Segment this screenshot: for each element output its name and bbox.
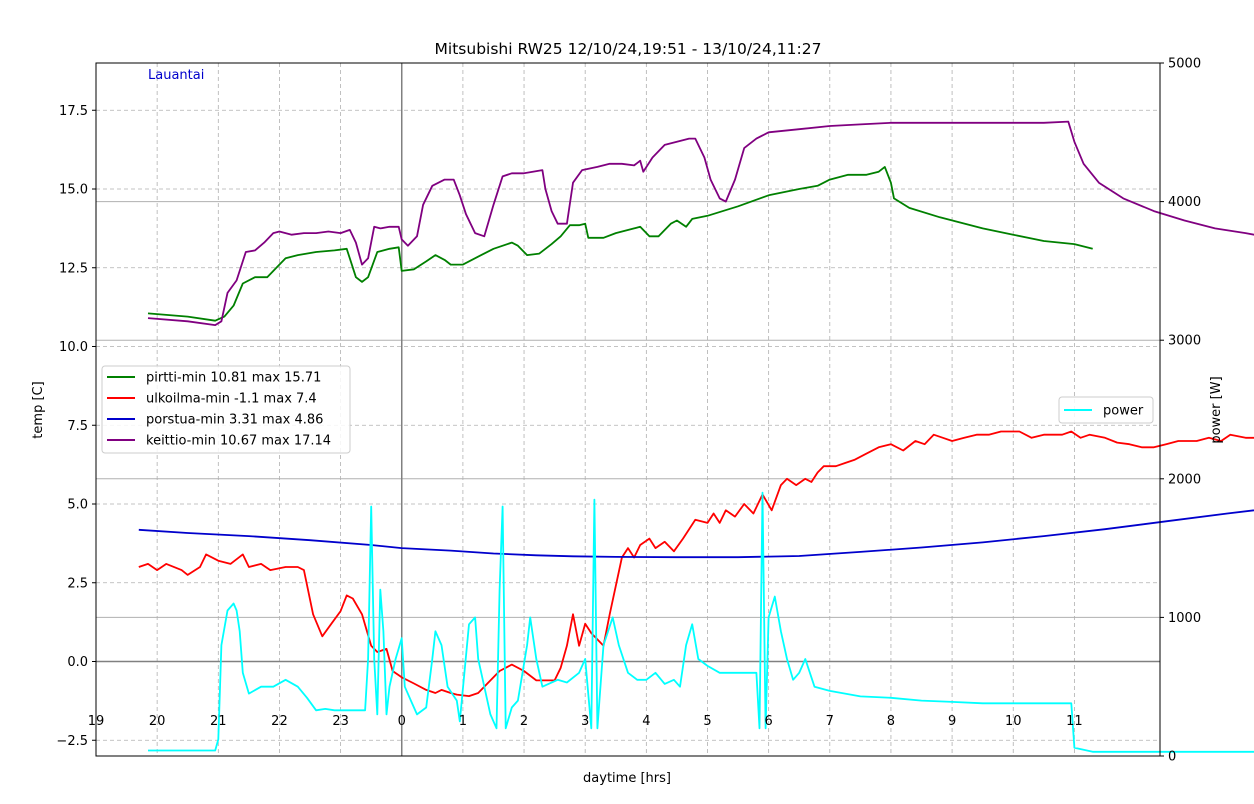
- y-tick-label-right: 5000: [1168, 57, 1201, 72]
- x-tick-label: 20: [149, 714, 166, 729]
- series-line-3: [147, 120, 1254, 327]
- x-tick-label: 6: [765, 714, 773, 729]
- legend-label: ulkoilma-min -1.1 max 7.4: [146, 392, 317, 407]
- legend-main-entries: pirtti-min 10.81 max 15.71 ulkoilma-min -…: [107, 371, 331, 449]
- y-tick-label-right: 4000: [1168, 195, 1201, 210]
- x-tick-label: 21: [210, 714, 227, 729]
- x-tick-label: 11: [1066, 714, 1083, 729]
- legend-label-power: power: [1103, 404, 1144, 419]
- x-tick-label: 22: [271, 714, 288, 729]
- legend-power: power: [1058, 396, 1154, 424]
- series-line-2: [138, 509, 1254, 559]
- legend-label: porstua-min 3.31 max 4.86: [146, 413, 323, 428]
- x-tick-label: 19: [88, 714, 105, 729]
- y-tick-label: 0.0: [67, 655, 88, 670]
- y-tick-label: 15.0: [59, 183, 88, 198]
- legend-power-frame: [1058, 396, 1154, 424]
- y-tick-label-right: 3000: [1168, 334, 1201, 349]
- y-tick-label: 17.5: [59, 104, 88, 119]
- y-tick-label: 10.0: [59, 340, 88, 355]
- x-tick-label: 5: [703, 714, 711, 729]
- series-line-4: [148, 491, 1254, 753]
- series-line-0: [147, 165, 1093, 322]
- y-axis-label: temp [C]: [31, 381, 46, 438]
- legend-main-frame: [101, 365, 351, 454]
- y-tick-label: 5.0: [67, 498, 88, 513]
- day-annotation: Lauantai: [148, 68, 204, 83]
- legend-power-entry: power: [1064, 404, 1144, 419]
- y-tick-label-right: 1000: [1168, 611, 1201, 626]
- x-tick-label: 1: [459, 714, 467, 729]
- x-tick-label: 8: [887, 714, 895, 729]
- x-tick-label: 2: [520, 714, 528, 729]
- grid-layer: [96, 63, 1160, 756]
- y-tick-label: 2.5: [67, 576, 88, 591]
- chart-title: Mitsubishi RW25 12/10/24,19:51 - 13/10/2…: [435, 40, 822, 58]
- x-axis-label: daytime [hrs]: [583, 771, 671, 786]
- plot-frame: [95, 62, 1161, 757]
- x-tick-label: 4: [642, 714, 650, 729]
- tick-layer: 19 20 21 22 23 0 1 2 3 4 5 6 7 8 9 10 11−2.50.02.55.07.5…: [56, 57, 1201, 765]
- y-tick-label-right: 0: [1168, 750, 1176, 765]
- x-tick-label: 10: [1005, 714, 1022, 729]
- x-tick-label: 3: [581, 714, 589, 729]
- x-tick-label: 0: [398, 714, 406, 729]
- x-tick-label: 7: [826, 714, 834, 729]
- x-tick-label: 23: [332, 714, 349, 729]
- y-tick-label-right: 2000: [1168, 472, 1201, 487]
- legend-label: keittio-min 10.67 max 17.14: [146, 434, 331, 449]
- y-tick-label: 7.5: [67, 419, 88, 434]
- y-tick-label: 12.5: [59, 261, 88, 276]
- series-line-1: [138, 430, 1254, 697]
- legend-label: pirtti-min 10.81 max 15.71: [146, 371, 321, 386]
- y-tick-label: −2.5: [56, 734, 88, 749]
- y-axis-label-right: power [W]: [1209, 376, 1224, 443]
- x-tick-label: 9: [948, 714, 956, 729]
- series-layer: [138, 120, 1254, 753]
- legend-main: pirtti-min 10.81 max 15.71 ulkoilma-min -…: [101, 365, 351, 454]
